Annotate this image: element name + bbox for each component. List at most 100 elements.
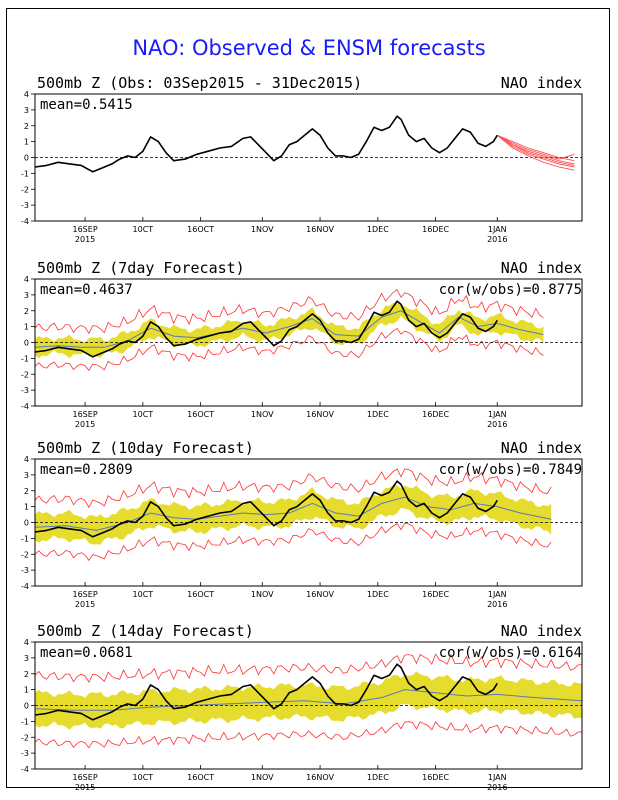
main-title: NAO: Observed & ENSM forecasts bbox=[132, 36, 486, 60]
panel-3: 500mb Z (10day Forecast) NAO index mean=0.… bbox=[21, 439, 583, 609]
x-tick-label: 16DEC bbox=[422, 410, 449, 419]
spread-lower-line bbox=[34, 327, 544, 372]
x-tick-label: 16SEP bbox=[73, 225, 98, 234]
y-tick-label: 0 bbox=[24, 519, 29, 528]
x-tick-year: 2015 bbox=[75, 235, 95, 244]
x-tick-label: 10CT bbox=[133, 410, 154, 419]
member-line-6 bbox=[497, 134, 575, 165]
y-tick-label: -1 bbox=[21, 354, 29, 363]
y-tick-label: -2 bbox=[21, 550, 29, 559]
x-tick-label: 16NOV bbox=[306, 590, 334, 599]
x-tick-label: 10CT bbox=[133, 773, 154, 782]
x-tick-label: 1JAN bbox=[488, 590, 507, 599]
index-label: NAO index bbox=[501, 439, 582, 457]
x-tick-label: 1DEC bbox=[367, 590, 389, 599]
y-tick-label: 0 bbox=[24, 702, 29, 711]
x-tick-label: 16OCT bbox=[187, 410, 214, 419]
ensemble-mean-line bbox=[34, 689, 583, 711]
ensemble-band bbox=[35, 485, 552, 545]
x-tick-label: 1NOV bbox=[251, 225, 274, 234]
x-tick-label: 1JAN bbox=[488, 410, 507, 419]
mean-label: mean=0.2809 bbox=[40, 462, 133, 478]
mean-label: mean=0.4637 bbox=[40, 282, 133, 298]
y-tick-label: 4 bbox=[24, 90, 29, 99]
panel-title: 500mb Z (10day Forecast) bbox=[37, 439, 254, 457]
y-tick-label: 3 bbox=[24, 291, 29, 300]
observed-line bbox=[34, 663, 498, 721]
x-tick-label: 1JAN bbox=[488, 773, 507, 782]
y-tick-label: 1 bbox=[24, 138, 29, 147]
y-tick-label: -1 bbox=[21, 534, 29, 543]
y-tick-label: -3 bbox=[21, 566, 29, 575]
y-tick-label: 2 bbox=[24, 670, 29, 679]
ensemble-mean-line bbox=[34, 496, 552, 531]
y-tick-label: -4 bbox=[21, 582, 29, 591]
x-tick-year: 2015 bbox=[75, 600, 95, 609]
spread-upper-line bbox=[34, 468, 552, 509]
x-tick-label: 16OCT bbox=[187, 590, 214, 599]
y-tick-label: 3 bbox=[24, 106, 29, 115]
panel-4: 500mb Z (14day Forecast) NAO index mean=0.… bbox=[21, 622, 583, 792]
x-tick-label: 1NOV bbox=[251, 410, 274, 419]
y-tick-label: -4 bbox=[21, 217, 29, 226]
x-tick-year: 2016 bbox=[487, 600, 507, 609]
y-tick-label: -3 bbox=[21, 749, 29, 758]
x-tick-year: 2015 bbox=[75, 420, 95, 429]
index-label: NAO index bbox=[501, 622, 582, 640]
x-tick-label: 16NOV bbox=[306, 773, 334, 782]
x-tick-label: 16SEP bbox=[73, 773, 98, 782]
y-tick-label: 2 bbox=[24, 122, 29, 131]
y-tick-label: -2 bbox=[21, 370, 29, 379]
x-tick-year: 2016 bbox=[487, 783, 507, 792]
y-tick-label: 1 bbox=[24, 686, 29, 695]
x-tick-label: 16SEP bbox=[73, 590, 98, 599]
x-tick-label: 16DEC bbox=[422, 225, 449, 234]
x-tick-label: 1DEC bbox=[367, 410, 389, 419]
panel-title: 500mb Z (14day Forecast) bbox=[37, 622, 254, 640]
panel-1: 500mb Z (Obs: 03Sep2015 - 31Dec2015) NAO … bbox=[21, 74, 583, 244]
panel-title: 500mb Z (Obs: 03Sep2015 - 31Dec2015) bbox=[37, 74, 362, 92]
x-tick-label: 10CT bbox=[133, 590, 154, 599]
x-tick-label: 16NOV bbox=[306, 225, 334, 234]
x-tick-label: 16OCT bbox=[187, 225, 214, 234]
panel-title: 500mb Z (7day Forecast) bbox=[37, 259, 245, 277]
y-tick-label: 4 bbox=[24, 275, 29, 284]
x-tick-label: 1NOV bbox=[251, 773, 274, 782]
observed-line bbox=[34, 115, 498, 173]
correlation-label: cor(w/obs)=0.6164 bbox=[439, 645, 582, 661]
figure-frame bbox=[6, 8, 610, 788]
y-tick-label: -1 bbox=[21, 717, 29, 726]
member-line-4 bbox=[497, 134, 575, 162]
y-tick-label: -4 bbox=[21, 765, 29, 774]
y-tick-label: 3 bbox=[24, 471, 29, 480]
y-tick-label: 0 bbox=[24, 339, 29, 348]
x-tick-label: 16OCT bbox=[187, 773, 214, 782]
y-tick-label: -3 bbox=[21, 386, 29, 395]
x-tick-year: 2015 bbox=[75, 783, 95, 792]
x-tick-label: 16SEP bbox=[73, 410, 98, 419]
x-tick-label: 10CT bbox=[133, 225, 154, 234]
y-tick-label: 4 bbox=[24, 638, 29, 647]
y-tick-label: -1 bbox=[21, 169, 29, 178]
x-tick-label: 1NOV bbox=[251, 590, 274, 599]
panel-2: 500mb Z (7day Forecast) NAO index mean=0.4… bbox=[21, 259, 583, 429]
y-tick-label: 0 bbox=[24, 154, 29, 163]
observed-line bbox=[34, 300, 498, 358]
y-tick-label: 2 bbox=[24, 307, 29, 316]
correlation-label: cor(w/obs)=0.7849 bbox=[439, 462, 582, 478]
y-tick-label: -3 bbox=[21, 201, 29, 210]
y-tick-label: 2 bbox=[24, 487, 29, 496]
y-tick-label: 4 bbox=[24, 455, 29, 464]
x-tick-label: 1DEC bbox=[367, 773, 389, 782]
x-tick-label: 16DEC bbox=[422, 590, 449, 599]
index-label: NAO index bbox=[501, 74, 582, 92]
y-tick-label: -4 bbox=[21, 402, 29, 411]
y-tick-label: 3 bbox=[24, 654, 29, 663]
y-tick-label: -2 bbox=[21, 185, 29, 194]
spread-lower-line bbox=[34, 522, 552, 562]
spread-upper-line bbox=[34, 289, 544, 335]
member-line-3 bbox=[497, 134, 575, 171]
y-tick-label: 1 bbox=[24, 323, 29, 332]
x-tick-label: 1DEC bbox=[367, 225, 389, 234]
x-tick-label: 1JAN bbox=[488, 225, 507, 234]
